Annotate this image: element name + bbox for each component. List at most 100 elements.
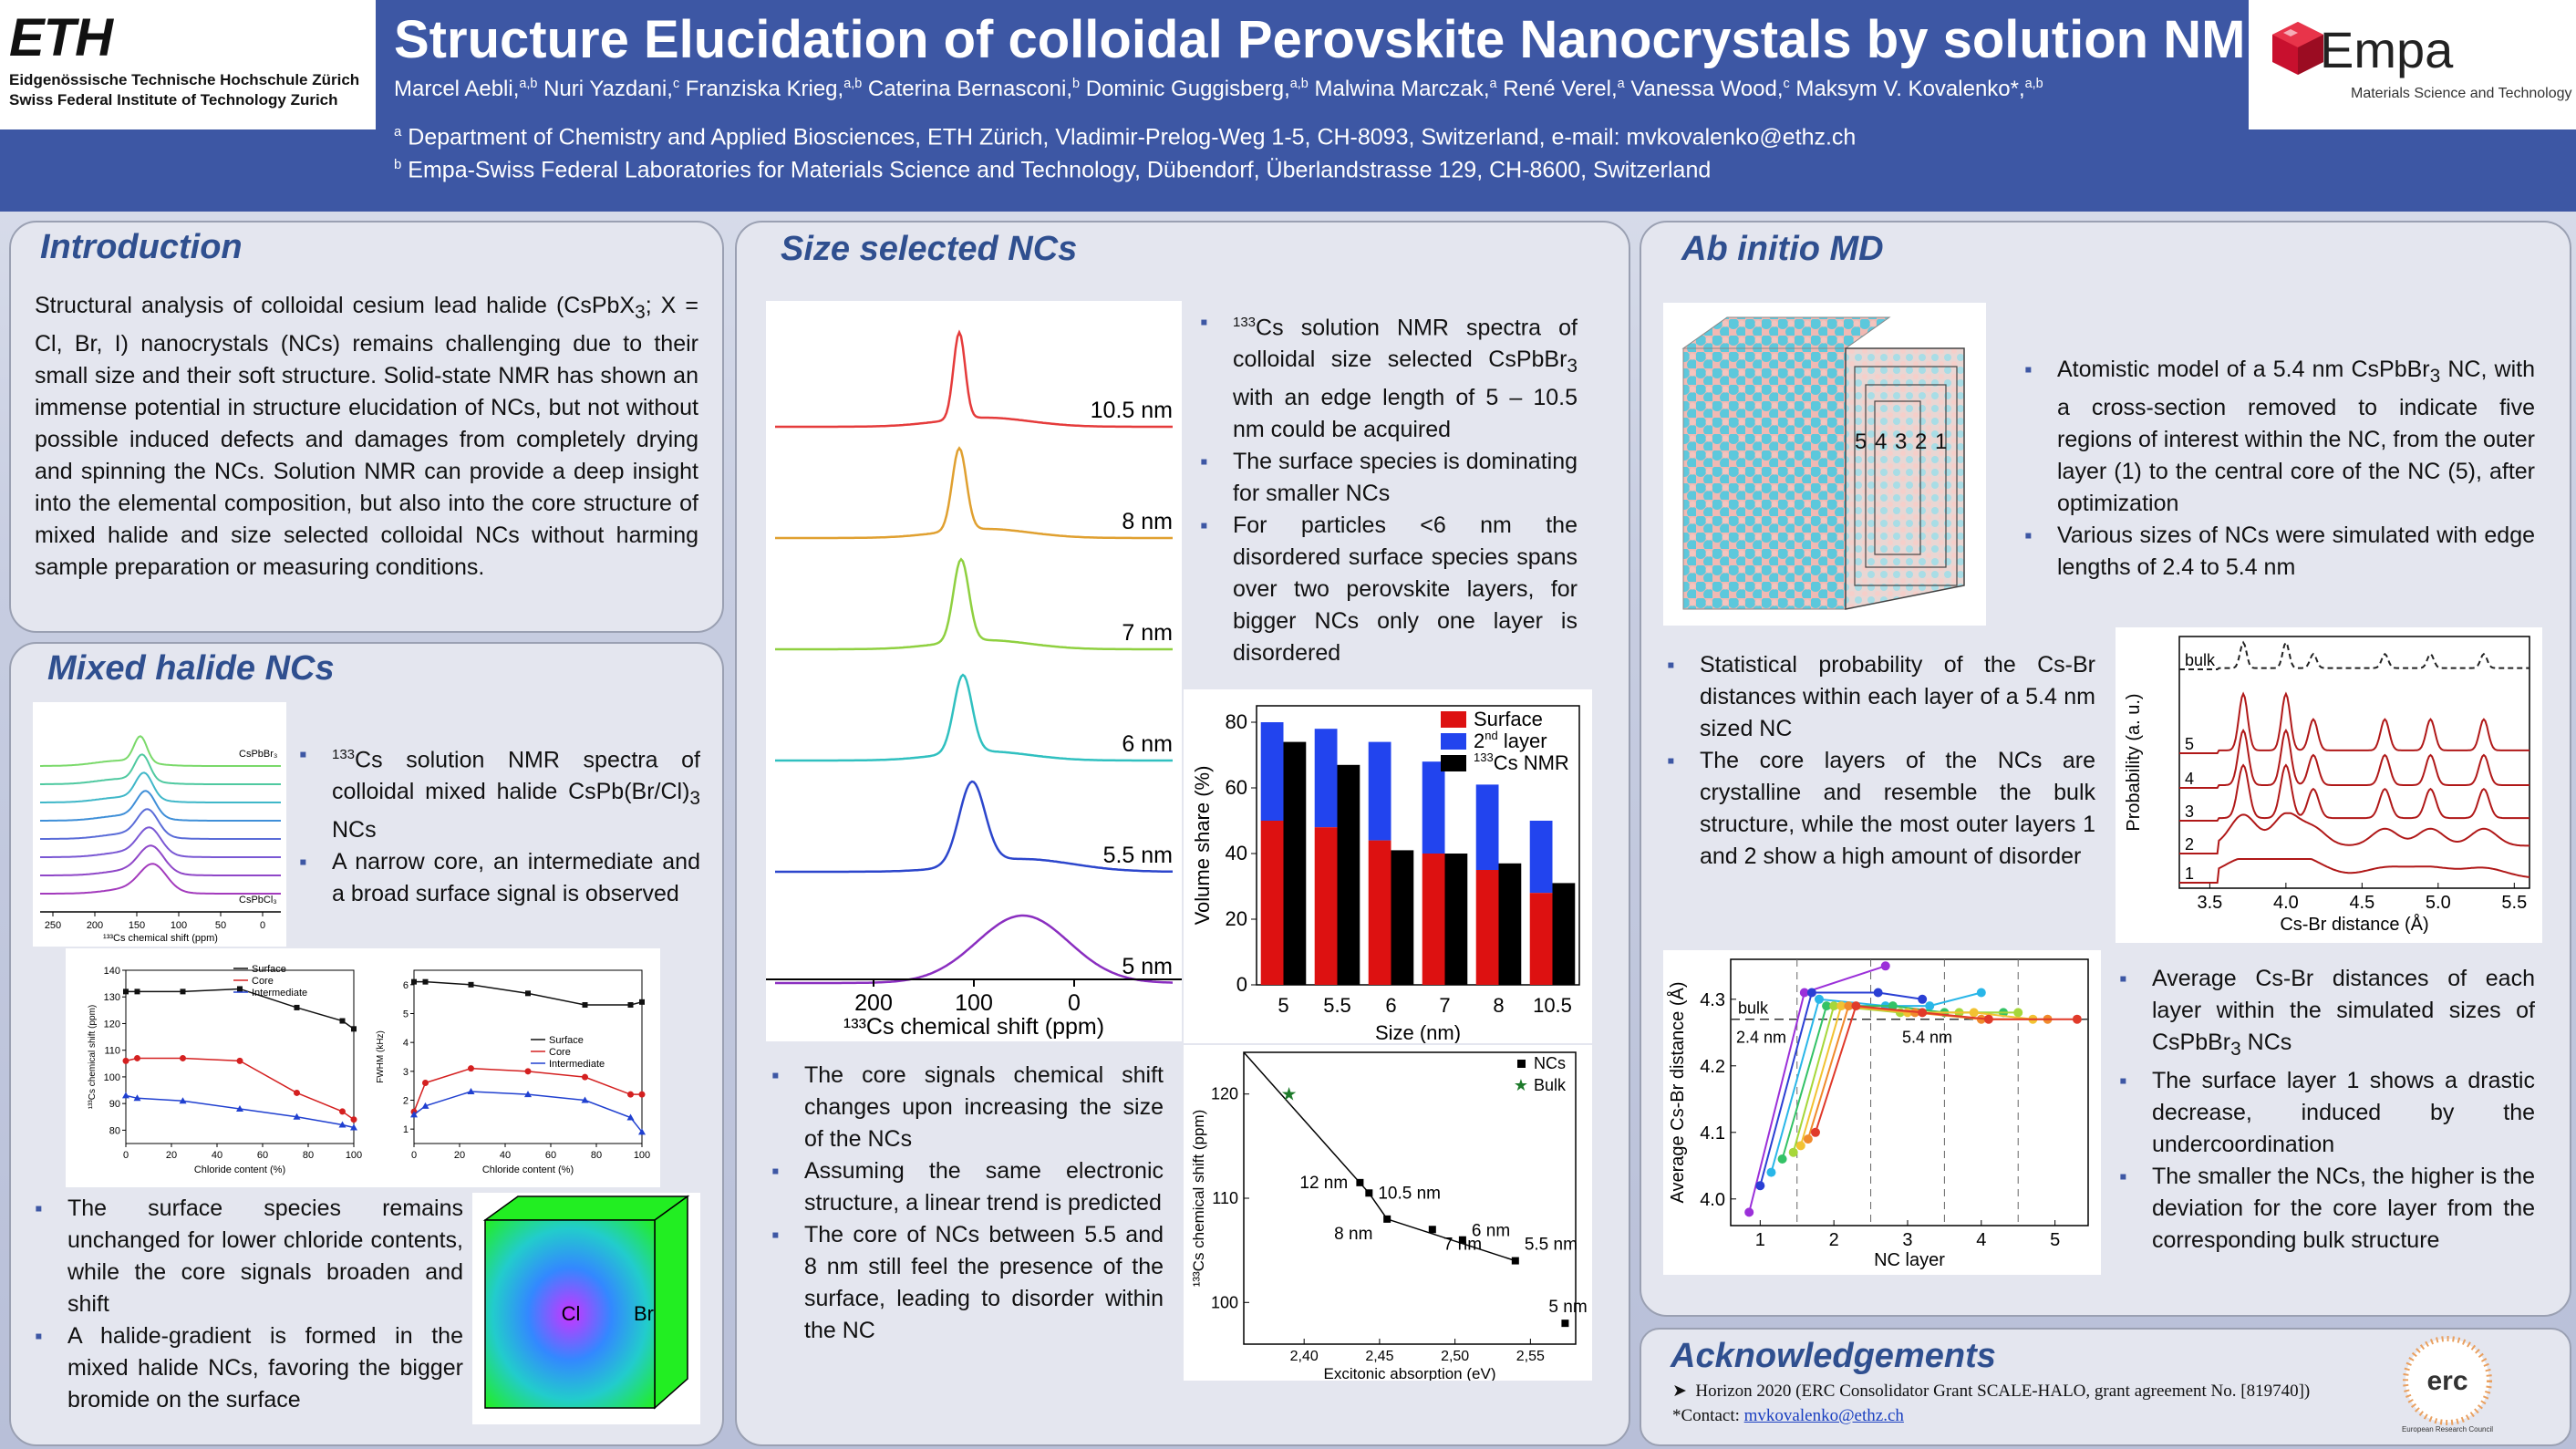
avg-data-point — [1976, 988, 1986, 998]
avg-series-line — [1799, 1005, 2033, 1146]
y-tick-label: 90 — [109, 1099, 120, 1110]
plot-frame — [1730, 958, 2089, 1226]
mixed-spectrum-trace — [40, 753, 281, 785]
md-bullet-2: Various sizes of NCs were simulated with… — [2019, 520, 2535, 584]
x-tick-label: 3.5 — [2197, 893, 2222, 913]
data-point — [350, 1116, 357, 1123]
y-tick-label: 2 — [403, 1096, 409, 1107]
spectra-top-label: CsPbBr₃ — [239, 749, 277, 760]
series-line — [413, 1067, 642, 1113]
empa-name: Empa — [2320, 21, 2454, 78]
size-xtick-label: 0 — [1068, 990, 1081, 1016]
y-tick-label: 20 — [1226, 907, 1247, 930]
avg-data-point — [1803, 1134, 1813, 1144]
arrow-bullet-icon: ➤ — [1672, 1382, 1696, 1401]
y-axis-label: Average Cs-Br distance (Å) — [1667, 981, 1688, 1203]
x-tick-label: 4.5 — [2349, 893, 2374, 913]
data-point — [627, 1091, 634, 1098]
size-label-large: 5.4 nm — [1902, 1028, 1952, 1046]
avg-series-line — [1759, 991, 1923, 1186]
y-tick-label: 4.3 — [1700, 990, 1725, 1010]
mixed-spectrum-trace — [40, 790, 281, 822]
x-tick-label: 100 — [346, 1150, 362, 1161]
legend-label: Core — [549, 1047, 571, 1058]
data-point — [123, 988, 129, 995]
y-tick-label: 140 — [104, 966, 120, 977]
x-tick-label: 10.5 — [1533, 994, 1572, 1017]
author-name: Marcel Aebli,a,b — [394, 77, 538, 101]
x-tick-label: 100 — [634, 1150, 650, 1161]
y-axis-label: ¹³³Cs chemical shift (ppm) — [88, 1005, 98, 1109]
mixed-spectrum-trace — [40, 808, 281, 840]
avg-data-point — [1918, 994, 1928, 1004]
legend-bulk-label: Bulk — [1534, 1076, 1567, 1094]
y-tick-label: 80 — [109, 1125, 120, 1136]
mixed-halide-title: Mixed halide NCs — [47, 649, 335, 688]
size-bullets-bottom: The core signals chemical shift changes … — [766, 1060, 1164, 1347]
volume-share-chart: 0 20 40 60 80 Volume share (%) 5 5.5 6 7 8 10.5 Size… — [1184, 689, 1592, 1043]
nc-data-point — [1458, 1236, 1466, 1244]
data-point — [411, 978, 417, 985]
size-spectra-xlabel: ¹³³Cs chemical shift (ppm) — [843, 1014, 1104, 1040]
mixed-bullet-4: A halide-gradient is formed in the mixed… — [29, 1320, 463, 1416]
x-tick-label: 20 — [166, 1150, 177, 1161]
trace-label: 2 — [2185, 835, 2194, 854]
data-point — [294, 1004, 300, 1010]
eth-logo: ETH — [9, 8, 113, 67]
empa-logo-box: Empa Materials Science and Technology — [2249, 0, 2576, 129]
mixed-bullet-3: The surface species remains unchanged fo… — [29, 1193, 463, 1320]
plot-frame — [125, 969, 355, 1144]
author-name: Caterina Bernasconi,b — [862, 77, 1081, 101]
size-xtick-label: 200 — [854, 990, 893, 1016]
contact-email-link[interactable]: mvkovalenko@ethz.ch — [1743, 1406, 1904, 1425]
nc-point-label: 10.5 nm — [1378, 1184, 1441, 1203]
data-point — [122, 1057, 129, 1064]
size-bullet-2: The surface species is dominating for sm… — [1195, 446, 1578, 510]
x-tick-label: 1 — [1755, 1230, 1765, 1250]
bar-nmr — [1283, 741, 1307, 985]
data-point — [122, 1092, 129, 1099]
mixed-bullets-bottom: The surface species remains unchanged fo… — [29, 1193, 463, 1416]
intro-panel — [9, 221, 724, 633]
avg-distance-chart: bulk 1 2 3 4 5 4.0 4.1 4.2 4.3 NC layer Average Cs-… — [1663, 950, 2101, 1275]
x-tick-label: 3 — [1902, 1230, 1912, 1250]
author-list: Marcel Aebli,a,b Nuri Yazdani,c Franzisk… — [394, 77, 2043, 102]
cube-br-label: Br — [634, 1302, 654, 1325]
avg-data-point — [1814, 994, 1824, 1004]
x-axis-label: Size (nm) — [1375, 1021, 1461, 1043]
y-tick-label: 100 — [1211, 1293, 1238, 1311]
author-name: Vanessa Wood,c — [1624, 77, 1790, 101]
bar-2nd-layer — [1475, 784, 1499, 870]
intro-title: Introduction — [40, 228, 243, 266]
legend-label: 2nd layer — [1474, 729, 1547, 752]
mixed-spectrum-trace — [40, 844, 281, 876]
series-line — [413, 1091, 643, 1133]
series-line — [126, 988, 355, 1030]
erc-logo: erc European Research Council — [2402, 1336, 2493, 1433]
x-tick-label: 80 — [303, 1150, 314, 1161]
x-tick-label: 2,45 — [1365, 1349, 1393, 1364]
mixed-halide-charts: 0 20 40 60 80 1008090100110120130140Chloride … — [66, 948, 660, 1187]
x-tick-label: 5.0 — [2426, 893, 2451, 913]
x-tick-label: 20 — [454, 1150, 465, 1161]
affiliation-a: a Department of Chemistry and Applied Bi… — [394, 124, 1857, 150]
data-point — [293, 1113, 301, 1120]
y-axis-label: Volume share (%) — [1191, 766, 1214, 926]
y-tick-label: 0 — [1236, 973, 1247, 996]
nc-data-point — [1383, 1215, 1391, 1223]
data-point — [339, 1108, 346, 1115]
x-tick-label: 0 — [411, 1150, 417, 1161]
data-point — [237, 986, 243, 992]
legend-swatch — [1441, 755, 1466, 771]
data-point — [236, 1105, 243, 1112]
data-point — [180, 988, 186, 995]
poster-title: Structure Elucidation of colloidal Perov… — [394, 10, 2284, 69]
probability-trace — [2179, 812, 2530, 854]
size-bullet-5: Assuming the same electronic structure, … — [766, 1155, 1164, 1219]
y-tick-label: 120 — [104, 1019, 120, 1030]
x-tick-label: 2,55 — [1516, 1349, 1545, 1364]
bar-surface — [1368, 840, 1391, 985]
erc-text: erc — [2426, 1366, 2467, 1396]
y-tick-label: 130 — [104, 992, 120, 1003]
